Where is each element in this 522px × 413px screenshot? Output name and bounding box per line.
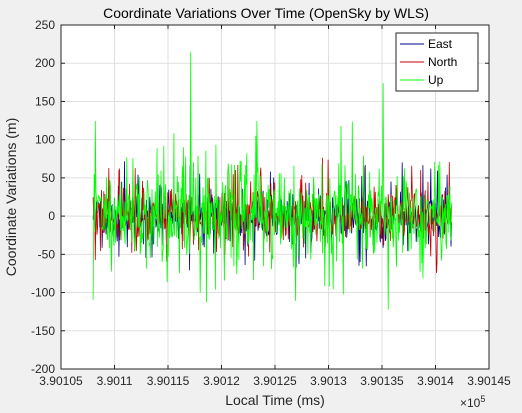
x-tick-label: 3.90145 (467, 374, 511, 388)
x-tick-label: 3.90105 (39, 374, 83, 388)
legend-label-up: Up (428, 73, 444, 87)
x-exponent-power: 5 (480, 394, 485, 404)
x-exponent-base: ×10 (460, 396, 481, 410)
x-tick-label: 3.90115 (147, 374, 190, 388)
y-tick-label: 250 (35, 18, 55, 32)
x-tick-label: 3.9014 (417, 374, 454, 388)
x-exponent-label: ×105 (460, 394, 485, 410)
tick-labels: 3.90105 3.9011 3.90115 3.9012 3.90125 3.9013 3… (31, 18, 511, 388)
y-tick-label: 50 (42, 171, 56, 185)
legend-label-east: East (428, 37, 453, 51)
y-axis-label: Coordinate Variations (m) (3, 118, 19, 276)
chart-title: Coordinate Variations Over Time (OpenSky… (103, 5, 429, 21)
ticks (60, 24, 490, 370)
x-tick-label: 3.9013 (310, 374, 347, 388)
x-tick-label: 3.9011 (97, 374, 133, 388)
y-tick-label: 100 (35, 133, 55, 147)
y-tick-label: -50 (38, 247, 56, 261)
legend-label-north: North (428, 55, 457, 69)
legend[interactable]: East North Up (395, 32, 479, 92)
x-tick-label: 3.9012 (203, 374, 240, 388)
y-tick-label: -100 (31, 286, 55, 300)
y-tick-label: 150 (35, 94, 55, 108)
series-line-up (92, 52, 452, 310)
x-tick-label: 3.90125 (253, 374, 297, 388)
y-tick-label: 200 (35, 56, 55, 70)
y-tick-label: -200 (31, 362, 55, 376)
series-layer (92, 52, 452, 310)
x-tick-label: 3.90135 (360, 374, 404, 388)
y-tick-label: -150 (31, 324, 55, 338)
y-tick-label: 0 (48, 209, 55, 223)
x-axis-label: Local Time (ms) (225, 392, 325, 408)
